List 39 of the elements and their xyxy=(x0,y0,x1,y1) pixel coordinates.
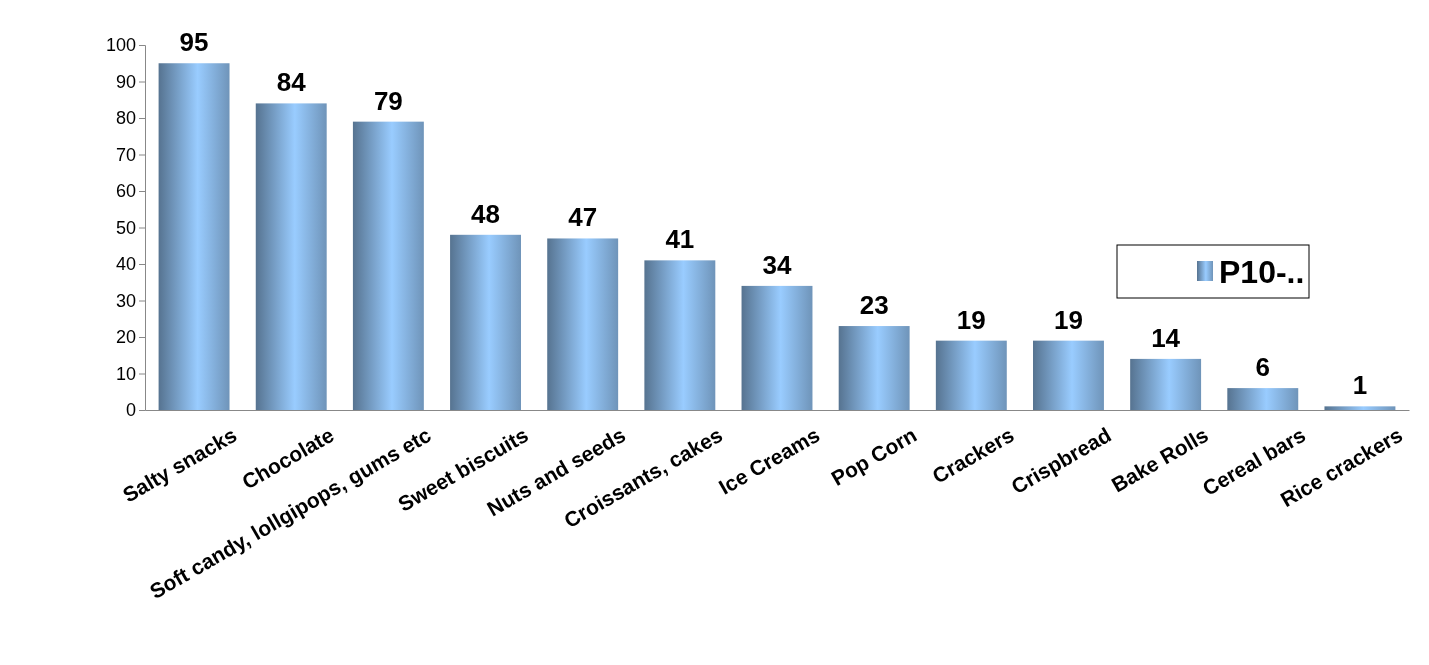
y-tick-label: 70 xyxy=(115,144,136,165)
bar xyxy=(1324,406,1396,410)
bar xyxy=(644,260,716,410)
data-label: 14 xyxy=(1151,322,1181,353)
data-label: 23 xyxy=(859,290,889,321)
y-tick-label: 50 xyxy=(115,217,136,238)
bar xyxy=(838,326,910,410)
data-label: 19 xyxy=(956,304,986,335)
bar xyxy=(352,121,424,410)
data-label: 6 xyxy=(1255,352,1271,383)
y-tick-label: 60 xyxy=(115,181,136,202)
bar xyxy=(158,63,230,410)
bar xyxy=(255,103,327,410)
data-label: 19 xyxy=(1054,304,1083,335)
bar xyxy=(547,238,619,410)
y-tick-label: 100 xyxy=(105,35,136,56)
data-label: 41 xyxy=(665,224,695,255)
y-tick-label: 0 xyxy=(125,400,136,421)
y-tick-label: 30 xyxy=(115,290,136,311)
data-label: 95 xyxy=(179,27,209,58)
data-label: 34 xyxy=(762,249,792,280)
y-tick-label: 80 xyxy=(115,108,136,129)
bar xyxy=(450,234,521,410)
x-tick-label: Pop Corn xyxy=(827,422,921,491)
bar xyxy=(935,340,1007,410)
data-label: 1 xyxy=(1352,370,1368,401)
y-tick-label: 90 xyxy=(115,71,136,92)
bar xyxy=(1227,388,1299,410)
data-label: 79 xyxy=(373,85,403,116)
bar xyxy=(741,285,813,410)
y-tick-label: 20 xyxy=(115,327,136,348)
data-label: 84 xyxy=(276,67,307,98)
bar xyxy=(1130,358,1202,410)
y-tick-label: 10 xyxy=(115,363,136,384)
y-tick-label: 40 xyxy=(115,254,136,275)
data-label: 48 xyxy=(471,198,500,229)
bar xyxy=(1033,340,1104,410)
legend-label: P10-.. xyxy=(1219,254,1305,290)
data-label: 47 xyxy=(568,202,598,233)
